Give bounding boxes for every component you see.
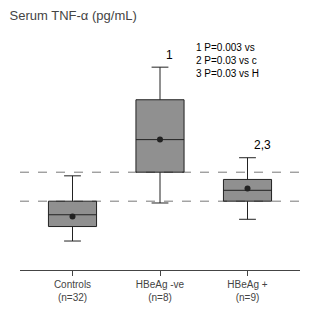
svg-text:1 P=0.003 vs2 P=0.03 vs c3 P=0: 1 P=0.003 vs2 P=0.03 vs c3 P=0.03 vs H bbox=[196, 42, 259, 79]
svg-text:HBeAg +(n=9): HBeAg +(n=9) bbox=[227, 279, 267, 303]
svg-text:Serum TNF-α (pg/mL): Serum TNF-α (pg/mL) bbox=[10, 8, 137, 23]
svg-text:Controls(n=32): Controls(n=32) bbox=[54, 279, 91, 303]
svg-text:HBeAg -ve(n=8): HBeAg -ve(n=8) bbox=[136, 279, 185, 303]
svg-text:2,3: 2,3 bbox=[254, 138, 271, 152]
svg-text:1: 1 bbox=[166, 48, 173, 62]
